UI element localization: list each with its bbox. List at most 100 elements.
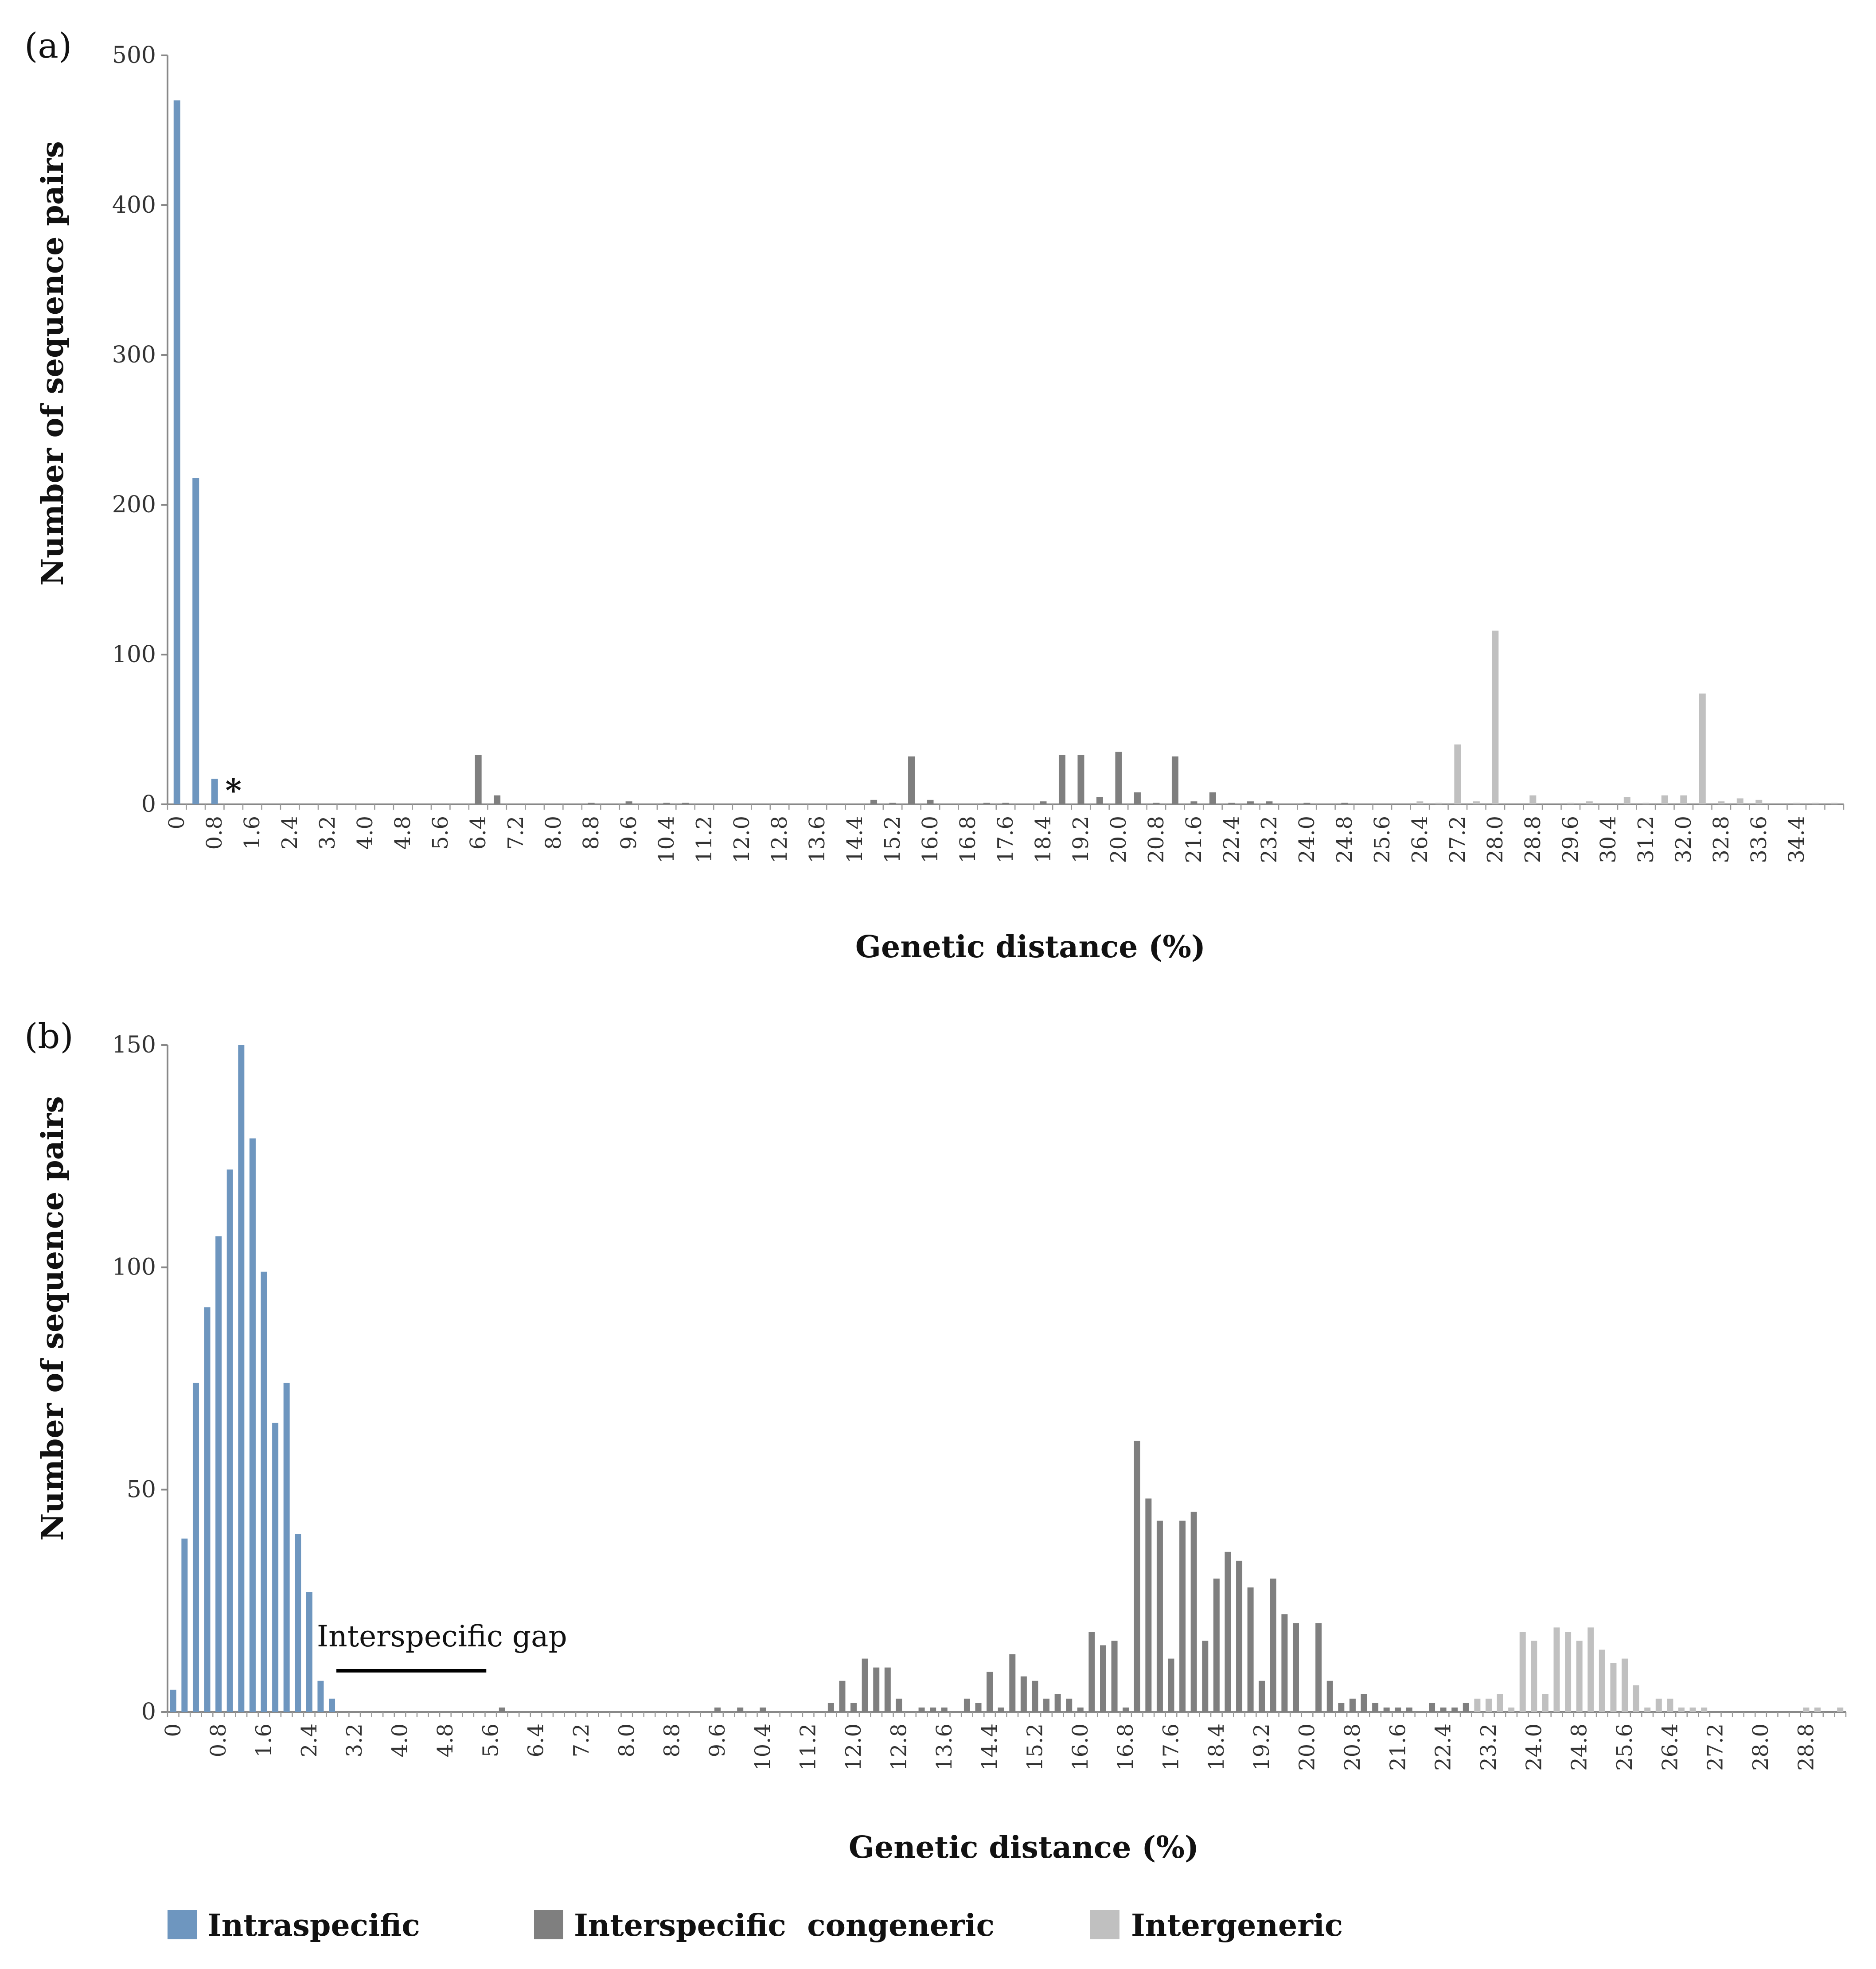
bar-interspecific <box>1115 752 1122 804</box>
bar-intergeneric <box>1633 1685 1639 1712</box>
bar-interspecific <box>1058 755 1065 804</box>
bar-interspecific <box>1341 803 1348 804</box>
x-tick-label: 12.8 <box>886 1723 911 1771</box>
bar-intraspecific <box>317 1680 324 1712</box>
bar-intraspecific <box>329 1698 335 1712</box>
bar-interspecific <box>1326 1680 1333 1712</box>
x-tick-label: 2.4 <box>297 1723 322 1757</box>
bar-intraspecific <box>211 779 218 804</box>
x-tick-label: 24.0 <box>1295 816 1319 863</box>
y-tick-label: 0 <box>141 791 156 818</box>
bar-interspecific <box>1281 1614 1288 1712</box>
bar-interspecific <box>1190 1512 1197 1712</box>
bar-intergeneric <box>1435 803 1442 804</box>
legend-item-interspecific-congeneric: Interspecific congeneric <box>534 1908 995 1943</box>
bar-intraspecific <box>238 1045 245 1712</box>
bar-interspecific <box>1349 1698 1356 1712</box>
legend-item-intergeneric: Intergeneric <box>1090 1908 1343 1943</box>
x-tick-label: 21.6 <box>1182 816 1206 863</box>
bar-interspecific <box>1247 1587 1254 1712</box>
y-tick-label: 150 <box>112 1032 156 1058</box>
bar-intergeneric <box>1576 1641 1583 1712</box>
bar-intraspecific <box>249 1138 256 1712</box>
bar-intraspecific <box>204 1307 211 1712</box>
bar-intraspecific <box>192 478 199 804</box>
bar-interspecific <box>927 799 934 804</box>
x-tick-label: 8.8 <box>579 816 604 850</box>
x-tick-label: 16.8 <box>1113 1723 1138 1771</box>
bar-intergeneric <box>1655 1698 1662 1712</box>
bar-interspecific <box>1009 1654 1016 1712</box>
x-tick-label: 13.6 <box>932 1723 957 1771</box>
bar-interspecific <box>1292 1623 1299 1712</box>
bar-interspecific <box>1451 1707 1458 1712</box>
bar-interspecific <box>663 803 670 804</box>
x-tick-label: 25.6 <box>1612 1723 1637 1771</box>
bar-intraspecific <box>192 1383 199 1712</box>
x-tick-label: 29.6 <box>1558 816 1583 863</box>
bar-intergeneric <box>1667 1698 1673 1712</box>
bar-interspecific <box>941 1707 948 1712</box>
bar-intergeneric <box>1623 797 1630 804</box>
x-tick-label: 28.8 <box>1521 816 1545 863</box>
x-tick-label: 16.0 <box>918 816 943 863</box>
panel-a-y-axis-title: Number of sequence pairs <box>35 141 70 585</box>
bar-interspecific <box>1134 792 1141 804</box>
bar-interspecific <box>1338 1703 1345 1712</box>
bar-interspecific <box>998 1707 1004 1712</box>
bar-interspecific <box>870 799 878 804</box>
bar-intergeneric <box>1644 1707 1651 1712</box>
bar-intergeneric <box>1567 803 1574 804</box>
x-tick-label: 0 <box>161 1723 186 1737</box>
bar-interspecific <box>1406 1707 1412 1712</box>
x-tick-label: 17.6 <box>993 816 1018 863</box>
interspecific-gap-label: Interspecific gap <box>317 1619 567 1653</box>
bar-intraspecific <box>215 1236 222 1712</box>
panel-b-x-ticks: 0 0.8 1.6 2.4 3.2 4.0 4.8 5.6 6.4 7.2 8.0 8.8 9.6 10.… <box>161 1712 1847 1771</box>
bar-interspecific <box>1202 1641 1209 1712</box>
bar-interspecific <box>625 801 632 804</box>
x-tick-label: 19.2 <box>1069 816 1093 863</box>
x-tick-label: 23.2 <box>1476 1723 1501 1771</box>
bar-interspecific <box>1190 801 1197 804</box>
bar-interspecific <box>1002 803 1009 804</box>
x-tick-label: 2.4 <box>277 816 302 850</box>
legend-swatch-intergeneric <box>1090 1910 1119 1939</box>
panel-b-axes <box>167 1045 1846 1713</box>
bar-intergeneric <box>1803 1707 1810 1712</box>
bar-intergeneric <box>1622 1658 1628 1712</box>
bar-interspecific <box>737 1707 744 1712</box>
bar-interspecific <box>827 1703 834 1712</box>
y-tick-label: 50 <box>127 1476 156 1503</box>
bar-interspecific <box>682 803 689 804</box>
bar-intraspecific <box>283 1383 290 1712</box>
panel-a: (a) Number of sequence pairs Genetic dis… <box>24 26 1845 965</box>
bar-intergeneric <box>1485 1698 1492 1712</box>
bar-interspecific <box>1259 1680 1265 1712</box>
bar-intergeneric <box>1678 1707 1685 1712</box>
bar-interspecific <box>930 1707 936 1712</box>
bar-intergeneric <box>1701 1707 1708 1712</box>
bar-intergeneric <box>1831 803 1838 804</box>
x-tick-label: 12.0 <box>841 1723 866 1771</box>
bar-intergeneric <box>1814 1707 1821 1712</box>
panel-b-y-ticks: 0 50 100 150 <box>112 1032 168 1725</box>
panel-b-x-axis-title: Genetic distance (%) <box>849 1830 1199 1865</box>
legend-label-interspecific-congeneric: Interspecific congeneric <box>574 1908 995 1943</box>
x-tick-label: 24.8 <box>1567 1723 1592 1771</box>
panel-a-y-ticks: 0 100 200 300 400 500 <box>112 42 168 818</box>
x-tick-label: 7.2 <box>569 1723 594 1757</box>
legend-swatch-intraspecific <box>168 1910 197 1939</box>
y-tick-label: 400 <box>112 192 156 218</box>
bar-interspecific <box>963 1698 970 1712</box>
bar-intergeneric <box>1508 1707 1515 1712</box>
x-tick-label: 24.0 <box>1521 1723 1546 1771</box>
x-tick-label: 26.4 <box>1408 816 1432 863</box>
x-tick-label: 23.2 <box>1257 816 1282 863</box>
bar-interspecific <box>1145 1498 1152 1712</box>
x-tick-label: 7.2 <box>503 816 528 850</box>
x-tick-label: 4.8 <box>390 816 415 850</box>
bar-interspecific <box>1213 1579 1220 1712</box>
bar-intergeneric <box>1565 1632 1572 1712</box>
